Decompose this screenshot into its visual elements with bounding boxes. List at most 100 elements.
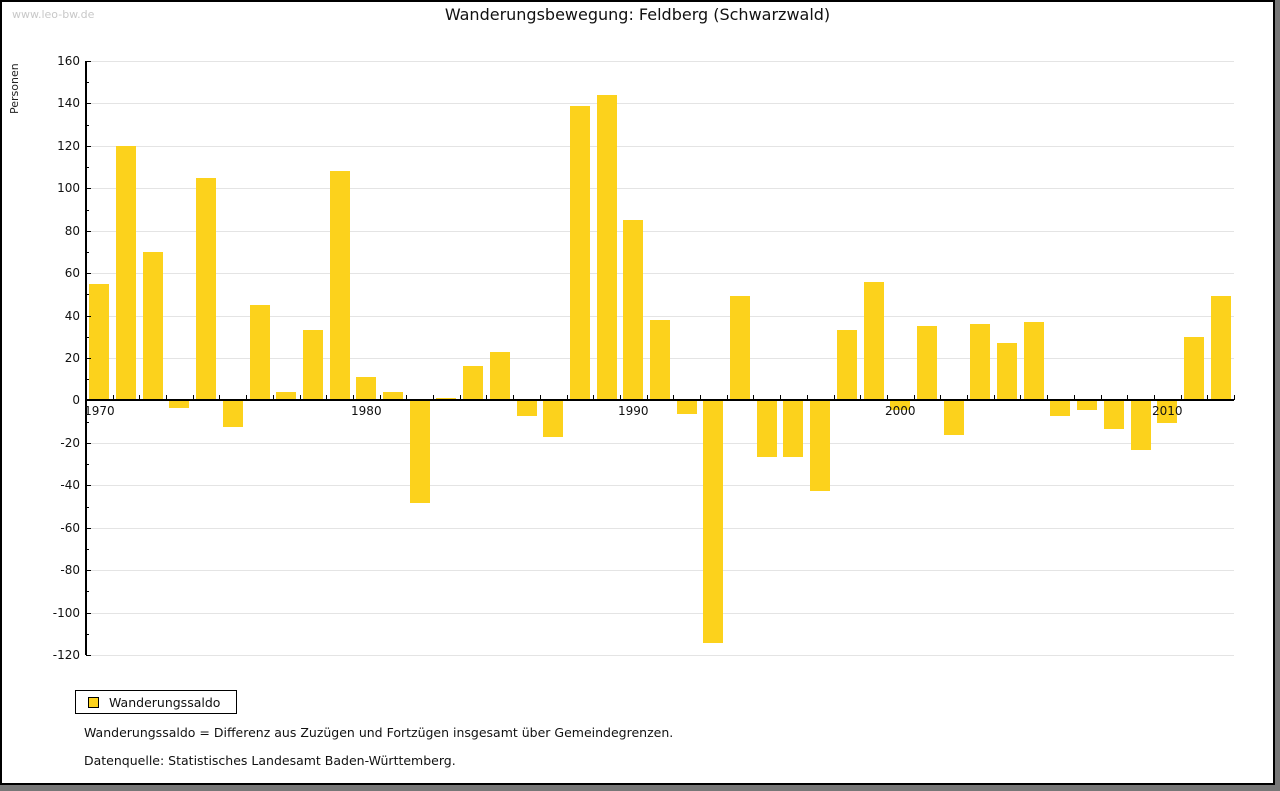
x-tick [753,395,755,401]
gridline [86,315,1234,317]
x-tick [433,395,435,401]
chart-bar[interactable] [1103,401,1124,429]
chart-bar[interactable] [997,343,1018,401]
x-tick-label: 1970 [84,404,115,419]
gridline [86,442,1234,444]
chart-bar[interactable] [890,401,911,410]
chart-bar[interactable] [329,171,350,401]
chart-bar[interactable] [1050,401,1071,417]
chart-bar[interactable] [650,319,670,401]
x-tick [566,395,568,401]
chart-bar[interactable] [169,401,190,408]
chart-bar[interactable] [463,366,484,401]
chart-bar[interactable] [356,377,377,401]
chart-bar[interactable] [276,391,297,401]
chart-bar[interactable] [196,177,217,401]
chart-bar[interactable] [142,251,163,401]
chart-bar[interactable] [543,401,564,438]
chart-bar[interactable] [436,398,457,401]
chart-bar[interactable] [730,296,751,401]
y-minor-tick [86,548,89,550]
y-tick-label: 120 [57,138,80,153]
y-minor-tick [86,464,89,466]
x-tick [1100,395,1102,401]
y-major-tick [86,485,91,487]
x-tick [1234,395,1235,401]
x-tick-label: 2000 [884,404,916,419]
gridline [86,273,1234,275]
legend-box: Wanderungssaldo [75,690,238,714]
chart-bar[interactable] [836,330,857,401]
gridline [86,612,1234,614]
y-tick-label: -20 [60,435,80,450]
y-major-tick [86,655,91,656]
x-tick [860,395,862,401]
y-minor-tick [86,209,89,211]
x-tick [993,395,995,401]
plot-area: -120 -100 -80 -60 -40 -20 0 20 40 60 80 100 120 140 16… [53,54,1235,662]
chart-bar[interactable] [409,401,430,504]
gridline [86,527,1234,529]
chart-bar[interactable] [756,401,777,457]
chart-bar[interactable] [249,304,270,401]
y-minor-tick [86,633,89,635]
x-tick [1047,395,1049,401]
chart-bar[interactable] [810,401,831,491]
x-tick [352,395,354,401]
chart-bar[interactable] [783,401,804,457]
y-tick-label: 40 [64,308,80,323]
x-tick [726,395,728,401]
chart-bar[interactable] [970,324,991,401]
chart-bar[interactable] [623,220,644,401]
gridline [86,61,1234,62]
x-tick [1127,395,1129,401]
x-tick [139,395,141,401]
x-tick [539,395,541,401]
chart-bar[interactable] [569,105,590,401]
y-minor-tick [86,294,89,296]
y-minor-tick [86,124,89,126]
y-major-tick [86,230,91,232]
chart-bar[interactable] [383,391,404,401]
x-tick [700,395,702,401]
chart-bar[interactable] [863,281,884,401]
y-tick-label: -120 [52,648,80,662]
x-tick [806,395,808,401]
y-tick-label: -80 [60,563,80,578]
chart-bar[interactable] [676,401,697,415]
chart-bar[interactable] [596,94,617,401]
chart-bar[interactable] [489,351,510,401]
chart-bar[interactable] [1210,296,1231,401]
y-major-tick [86,442,91,444]
chart-bar[interactable] [916,326,937,401]
y-minor-tick [86,167,89,169]
chart-bar[interactable] [1157,401,1178,423]
y-minor-tick [86,379,89,381]
chart-bar[interactable] [222,401,243,427]
chart-bar[interactable] [516,401,537,417]
x-tick [940,395,942,401]
y-major-tick [86,145,91,147]
y-tick-label: 80 [64,223,80,238]
chart-bar[interactable] [89,283,110,401]
chart-bar[interactable] [116,145,137,401]
gridline [86,485,1234,487]
chart-bar[interactable] [302,330,323,401]
chart-bar[interactable] [1023,321,1044,401]
y-minor-tick [86,251,89,253]
chart-bar[interactable] [1130,401,1151,451]
gridline [86,655,1234,656]
gridline [86,103,1234,105]
y-major-tick [86,315,91,317]
y-tick-label: 20 [64,351,80,365]
y-tick-label: -40 [60,478,80,493]
x-tick [513,395,515,401]
chart-bar[interactable] [703,401,724,644]
chart-bar[interactable] [943,401,964,436]
chart-bar[interactable] [1077,401,1098,410]
x-tick [967,395,969,401]
chart-bar[interactable] [1183,336,1204,401]
x-tick [272,395,274,401]
x-tick [619,395,621,401]
y-major-tick [86,400,91,402]
